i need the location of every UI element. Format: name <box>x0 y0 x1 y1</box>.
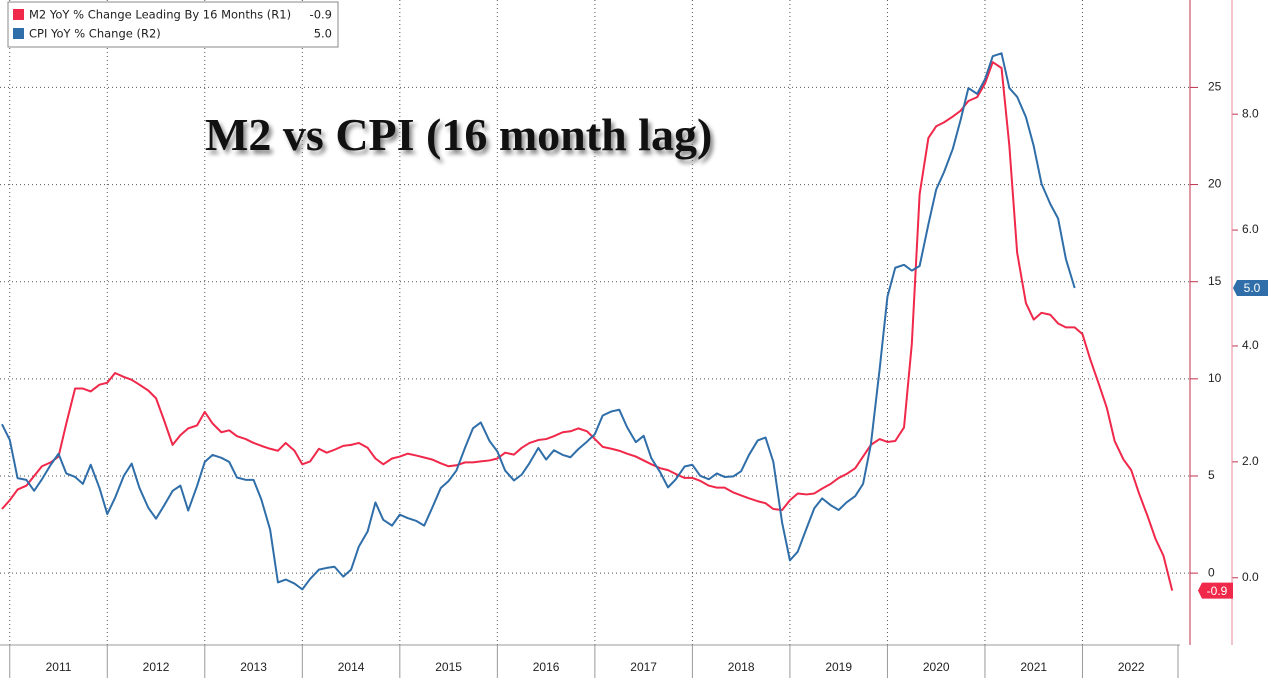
y2-tick-label: 4.0 <box>1242 338 1259 352</box>
x-tick-label: 2016 <box>533 660 560 674</box>
data-line <box>1 61 1174 591</box>
legend-swatch <box>13 9 24 20</box>
data-line <box>1 52 1076 591</box>
y2-tick-label: 2.0 <box>1242 454 1259 468</box>
y2-tick-label: 8.0 <box>1242 106 1259 120</box>
value-tag <box>1198 582 1233 599</box>
x-tick-label: 2019 <box>825 660 852 674</box>
legend-value: 5.0 <box>314 27 332 41</box>
x-tick-label: 2012 <box>143 660 170 674</box>
legend-value: -0.9 <box>310 8 332 22</box>
x-tick-label: 2021 <box>1020 660 1047 674</box>
y-tick-label: 25 <box>1208 80 1222 94</box>
x-tick-label: 2017 <box>630 660 657 674</box>
y-tick-label: 5 <box>1208 468 1215 482</box>
x-tick-label: 2013 <box>240 660 267 674</box>
value-label: -0.9 <box>1207 584 1228 598</box>
legend: M2 YoY % Change Leading By 16 Months (R1… <box>7 1 339 48</box>
legend-box <box>7 1 339 48</box>
x-tick-label: 2018 <box>728 660 755 674</box>
x-tick-label: 2014 <box>338 660 365 674</box>
y2-tick-label: 0.0 <box>1242 570 1259 584</box>
y-tick-label: 20 <box>1208 177 1222 191</box>
legend-label: M2 YoY % Change Leading By 16 Months (R1… <box>29 8 291 22</box>
x-tick-label: 2015 <box>435 660 462 674</box>
legend-label: CPI YoY % Change (R2) <box>29 27 161 41</box>
y-tick-label: 15 <box>1208 274 1222 288</box>
y2-tick-label: 6.0 <box>1242 222 1259 236</box>
value-tag <box>1233 280 1268 297</box>
y-tick-label: 0 <box>1208 565 1215 579</box>
x-tick-label: 2022 <box>1118 660 1145 674</box>
value-label: 5.0 <box>1244 281 1261 295</box>
y-tick-label: 10 <box>1208 371 1222 385</box>
chart-title: M2 vs CPI (16 month lag) <box>205 109 713 160</box>
x-tick-label: 2020 <box>923 660 950 674</box>
legend-swatch <box>13 28 24 39</box>
x-tick-label: 2011 <box>46 660 72 674</box>
